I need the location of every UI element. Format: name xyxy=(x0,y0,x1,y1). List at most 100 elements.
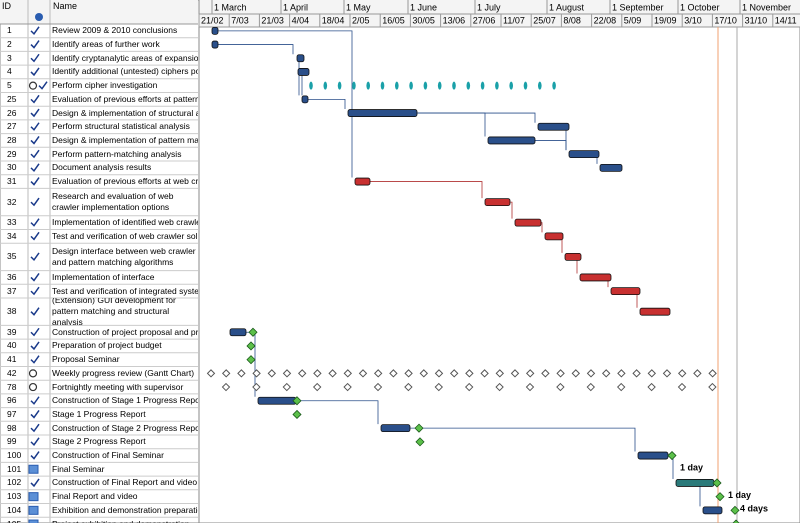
row-id: 27 xyxy=(7,121,17,132)
check-icon xyxy=(30,218,40,227)
task-name: Project exhibition and demonstration xyxy=(52,517,198,523)
check-icon xyxy=(30,108,40,118)
week-label: 2/05 xyxy=(352,15,370,25)
check-icon xyxy=(30,341,40,351)
milestone xyxy=(248,327,258,337)
check-icon xyxy=(38,81,48,90)
task-bar xyxy=(544,232,564,241)
meeting-diamond xyxy=(495,369,505,378)
month-label: 1 June xyxy=(410,2,437,12)
milestone xyxy=(414,423,424,433)
dependency-link xyxy=(218,30,353,178)
week-label: 14/11 xyxy=(775,15,797,25)
task-name: Document analysis results xyxy=(52,162,152,173)
meeting-diamond xyxy=(297,369,307,378)
check-icon xyxy=(30,149,40,159)
task-name: Perform structural statistical analysis xyxy=(52,121,190,132)
month-label: 1 September xyxy=(612,2,664,12)
task-name: Fortnightly meeting with supervisor xyxy=(52,381,184,392)
row-id: 100 xyxy=(7,450,22,461)
duration-label: 1 day xyxy=(680,463,703,473)
check-icon xyxy=(30,286,40,296)
meeting-diamond xyxy=(389,369,398,378)
meeting-diamond xyxy=(708,369,717,378)
meeting-diamond xyxy=(404,382,413,392)
week-label: 31/10 xyxy=(745,15,768,25)
task-name: Preparation of project budget xyxy=(52,340,162,351)
task-name: Construction of Stage 2 Progress Report xyxy=(52,422,198,433)
check-icon xyxy=(30,273,40,282)
milestone xyxy=(715,492,725,502)
task-name: Perform cipher investigation xyxy=(52,80,158,91)
milestone xyxy=(667,450,677,461)
dependency-link xyxy=(218,44,294,55)
occurrence xyxy=(323,81,328,90)
occurrence xyxy=(309,81,313,90)
milestone xyxy=(415,437,425,447)
row-id: 30 xyxy=(7,162,17,173)
week-label: 5/09 xyxy=(624,15,642,25)
task-name: Research and evaluation of web crawler i… xyxy=(52,191,174,213)
recurring-icon xyxy=(28,369,38,378)
check-icon xyxy=(30,423,40,433)
task-name: Exhibition and demonstration preparation xyxy=(52,504,198,515)
recurring-icon xyxy=(28,382,38,392)
week-label: 21/03 xyxy=(261,15,284,25)
task-name: Construction of project proposal and pro… xyxy=(52,326,198,337)
occurrence xyxy=(552,81,556,90)
calendar-icon xyxy=(28,505,39,515)
dependency-link xyxy=(296,400,379,425)
meeting-diamond xyxy=(328,369,337,378)
check-icon xyxy=(30,53,40,63)
task-bar xyxy=(347,109,418,117)
meeting-diamond xyxy=(708,382,717,392)
row-id: 101 xyxy=(7,463,22,474)
dependency-link xyxy=(370,181,483,199)
meeting-diamond xyxy=(571,369,581,378)
occurrence xyxy=(395,81,399,90)
occurrence xyxy=(466,81,471,90)
name-header: Name xyxy=(53,1,78,11)
row-id: 29 xyxy=(7,148,17,159)
month-label: 1 August xyxy=(549,2,585,12)
dependency-link xyxy=(308,98,346,110)
check-icon xyxy=(30,136,40,145)
meeting-diamond xyxy=(586,369,596,378)
dependency-link xyxy=(417,112,536,123)
meeting-diamond xyxy=(601,369,611,378)
task-bar xyxy=(579,273,612,282)
row-id: 41 xyxy=(7,354,17,365)
table-header-bg xyxy=(0,0,198,24)
row-id: 36 xyxy=(7,271,17,282)
meeting-diamond xyxy=(434,369,444,378)
task-bar xyxy=(487,136,536,145)
check-icon xyxy=(30,437,40,447)
meeting-diamond xyxy=(556,369,565,378)
task-name: Identify additional (untested) ciphers p… xyxy=(52,66,198,77)
occurrence xyxy=(523,81,528,90)
row-id: 34 xyxy=(7,230,17,241)
occurrence xyxy=(352,81,356,90)
occurrence xyxy=(509,81,513,90)
meeting-diamond xyxy=(616,382,626,392)
task-name: (Extension) GUI development for pattern … xyxy=(52,298,176,326)
task-name: Construction of Final Seminar xyxy=(52,450,164,461)
task-bar xyxy=(257,396,297,405)
check-icon xyxy=(30,40,40,49)
occurrence xyxy=(495,81,499,90)
task-bar xyxy=(564,252,582,261)
row-id: 28 xyxy=(7,134,17,145)
meeting-diamond xyxy=(267,369,277,378)
check-icon xyxy=(30,177,40,186)
task-bar xyxy=(599,163,623,172)
row-id: 97 xyxy=(7,408,17,419)
task-name: Identify areas of further work xyxy=(52,39,160,50)
meeting-diamond xyxy=(343,382,352,392)
check-icon xyxy=(30,355,40,364)
row-id: 39 xyxy=(7,326,17,337)
meeting-diamond xyxy=(662,369,672,378)
check-icon xyxy=(30,197,40,207)
occurrence xyxy=(480,81,485,90)
